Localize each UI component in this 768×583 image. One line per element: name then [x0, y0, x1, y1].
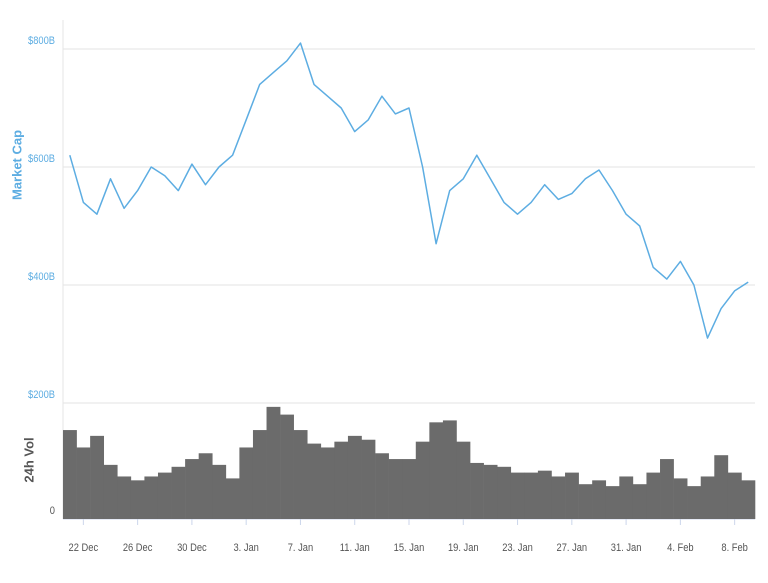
- volume-bar: [605, 486, 620, 519]
- volume-bar: [673, 478, 688, 519]
- volume-bar: [524, 472, 539, 519]
- volume-bar: [741, 480, 756, 519]
- x-tick-label: 15. Jan: [394, 542, 425, 554]
- volume-bar: [442, 420, 457, 519]
- volume-bar: [388, 459, 403, 519]
- volume-bar: [700, 476, 715, 519]
- volume-bar: [76, 447, 91, 519]
- volume-bar: [130, 480, 145, 519]
- volume-bar: [375, 453, 389, 519]
- y-tick-label: $800B: [28, 35, 55, 47]
- y-tick-label: 0: [50, 505, 55, 517]
- volume-bar: [144, 476, 159, 519]
- x-tick-label: 11. Jan: [340, 542, 370, 554]
- y-tick-label: $600B: [28, 153, 55, 165]
- x-tick-label: 7. Jan: [288, 542, 313, 554]
- volume-bar: [660, 459, 674, 519]
- x-tick-label: 26 Dec: [123, 542, 153, 554]
- x-tick-label: 22 Dec: [69, 542, 99, 554]
- volume-bar: [293, 430, 308, 519]
- x-tick-label: 4. Feb: [667, 542, 694, 554]
- volume-bar: [361, 439, 376, 519]
- volume-bar: [456, 441, 471, 519]
- volume-bar: [592, 480, 607, 519]
- volume-bar: [185, 459, 199, 519]
- volume-bar: [402, 459, 417, 519]
- volume-bar: [551, 476, 566, 519]
- volume-bar: [727, 472, 742, 519]
- market-cap-line: [69, 42, 749, 339]
- volume-bar: [280, 414, 294, 519]
- volume-bar: [266, 406, 281, 519]
- volume-bar: [307, 443, 322, 519]
- volume-bar: [239, 447, 254, 519]
- x-tick-label: 19. Jan: [448, 542, 479, 554]
- volume-bar: [415, 441, 430, 519]
- volume-bar: [565, 472, 579, 519]
- volume-bar: [171, 466, 186, 519]
- volume-bar: [252, 430, 267, 519]
- volume-bar: [687, 486, 702, 519]
- x-tick-label: 8. Feb: [721, 542, 748, 554]
- x-tick-label: 23. Jan: [502, 542, 533, 554]
- x-tick-label: 27. Jan: [557, 542, 588, 554]
- y-tick-label: $200B: [28, 389, 55, 401]
- volume-bar: [646, 472, 661, 519]
- volume-bar: [117, 476, 132, 519]
- volume-bar: [63, 430, 77, 519]
- x-tick-label: 30 Dec: [177, 542, 207, 554]
- volume-bar: [470, 462, 484, 519]
- volume-bar: [212, 464, 227, 519]
- y-axis-title: 24h Vol: [21, 437, 36, 482]
- volume-bar: [334, 441, 349, 519]
- x-tick-label: 3. Jan: [233, 542, 258, 554]
- volume-bar: [497, 466, 512, 519]
- x-tick-label: 31. Jan: [611, 542, 642, 554]
- volume-bar: [632, 484, 647, 519]
- volume-bar: [483, 464, 498, 519]
- volume-bar: [347, 435, 362, 519]
- volume-bar: [198, 453, 213, 519]
- volume-bar: [225, 478, 240, 519]
- volume-bar: [510, 472, 525, 519]
- y-axis-title: Market Cap: [9, 130, 24, 200]
- y-tick-label: $400B: [28, 271, 55, 283]
- volume-bar: [714, 455, 729, 519]
- volume-bar: [537, 470, 552, 519]
- volume-bar: [90, 435, 105, 519]
- volume-bar: [619, 476, 634, 519]
- volume-bar: [157, 472, 172, 519]
- volume-bar: [103, 464, 118, 519]
- volume-bar: [320, 447, 335, 519]
- volume-bar: [578, 484, 593, 519]
- volume-bar: [429, 422, 444, 519]
